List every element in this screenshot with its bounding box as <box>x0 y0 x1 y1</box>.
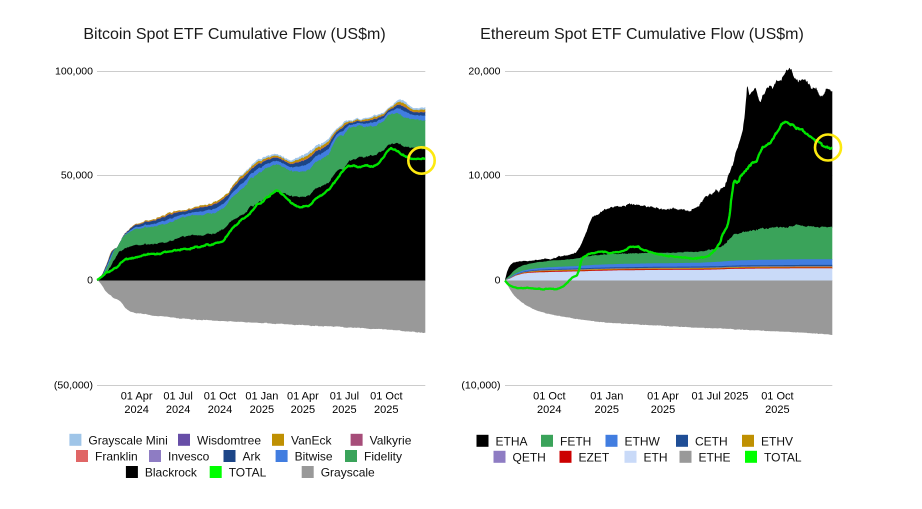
svg-text:TOTAL: TOTAL <box>764 450 802 464</box>
svg-text:EZET: EZET <box>579 450 610 464</box>
svg-text:(50,000): (50,000) <box>54 380 93 392</box>
svg-text:Fidelity: Fidelity <box>364 450 402 464</box>
svg-text:FETH: FETH <box>560 434 591 448</box>
svg-text:ETHE: ETHE <box>699 450 731 464</box>
svg-text:01 Apr: 01 Apr <box>287 391 319 403</box>
svg-text:01 Jan: 01 Jan <box>590 391 623 403</box>
svg-text:Valkyrie: Valkyrie <box>370 433 412 447</box>
svg-text:Ark: Ark <box>243 450 262 464</box>
svg-text:2024: 2024 <box>124 404 148 416</box>
svg-text:Bitwise: Bitwise <box>295 450 333 464</box>
svg-text:01 Jul 2025: 01 Jul 2025 <box>691 391 748 403</box>
svg-text:01 Jul: 01 Jul <box>330 391 359 403</box>
svg-text:Franklin: Franklin <box>95 450 138 464</box>
svg-text:QETH: QETH <box>513 450 546 464</box>
svg-text:ETHW: ETHW <box>625 434 661 448</box>
svg-text:Grayscale Mini: Grayscale Mini <box>88 433 167 447</box>
svg-text:Invesco: Invesco <box>168 450 210 464</box>
svg-text:01 Oct: 01 Oct <box>204 391 236 403</box>
svg-text:Grayscale: Grayscale <box>321 466 375 480</box>
svg-text:10,000: 10,000 <box>468 170 500 182</box>
svg-text:2025: 2025 <box>765 404 789 416</box>
svg-text:01 Oct: 01 Oct <box>370 391 402 403</box>
svg-text:ETH: ETH <box>644 450 668 464</box>
svg-text:VanEck: VanEck <box>291 433 332 447</box>
svg-text:Blackrock: Blackrock <box>145 466 198 480</box>
svg-text:50,000: 50,000 <box>61 170 93 182</box>
svg-text:01 Jan: 01 Jan <box>245 391 278 403</box>
svg-text:Wisdomtree: Wisdomtree <box>197 433 261 447</box>
svg-text:Bitcoin Spot ETF Cumulative Fl: Bitcoin Spot ETF Cumulative Flow (US$m) <box>83 26 385 43</box>
svg-text:0: 0 <box>495 275 501 287</box>
svg-text:01 Apr: 01 Apr <box>647 391 679 403</box>
svg-text:01 Jul: 01 Jul <box>163 391 192 403</box>
svg-text:2025: 2025 <box>250 404 274 416</box>
svg-text:CETH: CETH <box>695 434 728 448</box>
svg-text:2025: 2025 <box>374 404 398 416</box>
svg-text:01 Oct: 01 Oct <box>761 391 793 403</box>
svg-text:Ethereum Spot ETF Cumulative F: Ethereum Spot ETF Cumulative Flow (US$m) <box>480 26 804 43</box>
svg-text:01 Oct: 01 Oct <box>533 391 565 403</box>
svg-text:2024: 2024 <box>208 404 232 416</box>
svg-text:ETHV: ETHV <box>761 434 793 448</box>
svg-text:2024: 2024 <box>537 404 561 416</box>
svg-text:2025: 2025 <box>332 404 356 416</box>
svg-text:(10,000): (10,000) <box>461 380 500 392</box>
svg-text:2025: 2025 <box>595 404 619 416</box>
svg-text:2025: 2025 <box>651 404 675 416</box>
svg-text:01 Apr: 01 Apr <box>121 391 153 403</box>
svg-text:2025: 2025 <box>291 404 315 416</box>
svg-text:100,000: 100,000 <box>55 66 93 78</box>
svg-text:2024: 2024 <box>166 404 190 416</box>
svg-text:0: 0 <box>87 275 93 287</box>
svg-text:TOTAL: TOTAL <box>229 466 267 480</box>
svg-text:ETHA: ETHA <box>496 434 528 448</box>
svg-text:20,000: 20,000 <box>468 66 500 78</box>
